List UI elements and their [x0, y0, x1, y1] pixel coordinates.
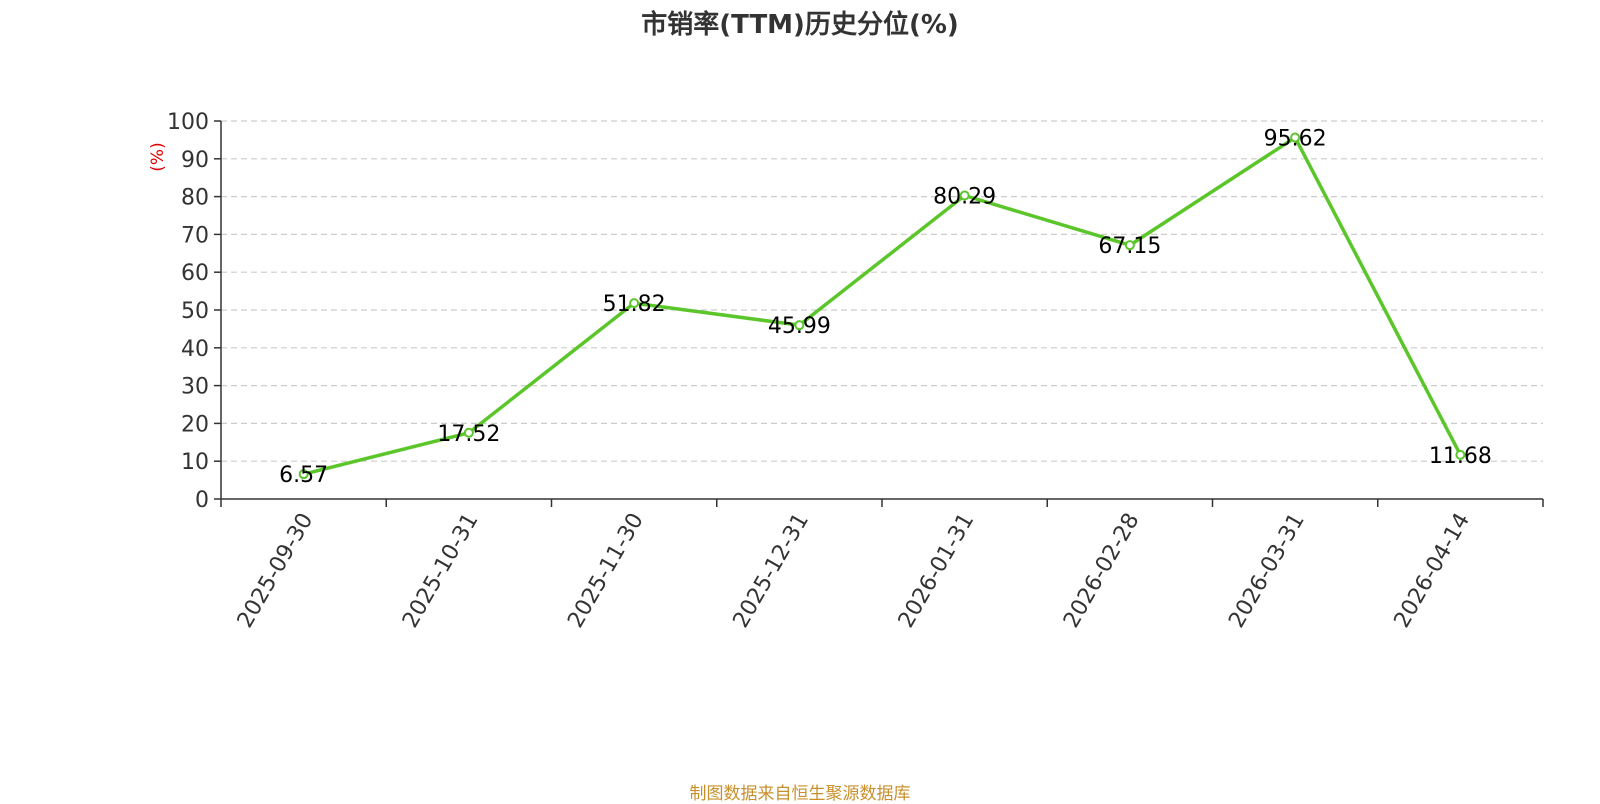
data-label: 6.57 [279, 463, 328, 488]
x-tick-label: 2026-03-31 [1224, 509, 1310, 632]
x-tick-label: 2025-09-30 [233, 509, 319, 632]
y-tick-label: 20 [181, 412, 209, 437]
data-label: 45.99 [768, 314, 831, 339]
x-tick-label: 2025-11-30 [563, 509, 649, 632]
y-tick-label: 10 [181, 450, 209, 475]
y-tick-label: 40 [181, 337, 209, 362]
data-labels: 6.57 17.52 51.82 45.99 80.29 67.15 95.62 11.68 [279, 127, 1492, 489]
data-point [463, 427, 474, 438]
series-line [303, 135, 1462, 476]
gridlines [221, 120, 1543, 462]
axes: 0 10 20 30 40 50 60 70 80 90 100 2025-09-30 2025-10-… [167, 110, 1544, 632]
y-axis-label: (%) [148, 142, 168, 171]
y-tick-label: 70 [181, 223, 209, 248]
x-tick-label: 2026-01-31 [894, 509, 980, 632]
y-tick-label: 0 [195, 488, 209, 513]
data-point [1455, 449, 1466, 460]
y-tick-label: 30 [181, 375, 209, 400]
x-tick-label: 2025-10-31 [398, 509, 484, 632]
data-point [959, 190, 970, 201]
data-point [794, 320, 805, 331]
chart-title: 市销率(TTM)历史分位(%) [641, 10, 959, 40]
y-tick-label: 60 [181, 261, 209, 286]
data-point [1124, 240, 1135, 251]
y-tick-label: 100 [167, 110, 209, 135]
y-tick-label: 50 [181, 299, 209, 324]
y-tick-label: 90 [181, 148, 209, 173]
series [298, 132, 1466, 480]
data-label: 51.82 [603, 292, 666, 317]
y-tick-label: 80 [181, 186, 209, 211]
x-tick-label: 2025-12-31 [729, 509, 815, 632]
source-note: 制图数据来自恒生聚源数据库 [689, 784, 911, 804]
x-tick-label: 2026-04-14 [1390, 509, 1476, 632]
x-tick-label: 2026-02-28 [1059, 509, 1145, 632]
data-point [298, 469, 309, 480]
data-label: 95.62 [1264, 127, 1327, 152]
data-label: 67.15 [1098, 234, 1161, 259]
data-label: 17.52 [437, 422, 500, 447]
data-label: 80.29 [933, 185, 996, 210]
data-point [1290, 132, 1301, 143]
data-label: 11.68 [1429, 444, 1492, 469]
data-point [629, 298, 640, 309]
